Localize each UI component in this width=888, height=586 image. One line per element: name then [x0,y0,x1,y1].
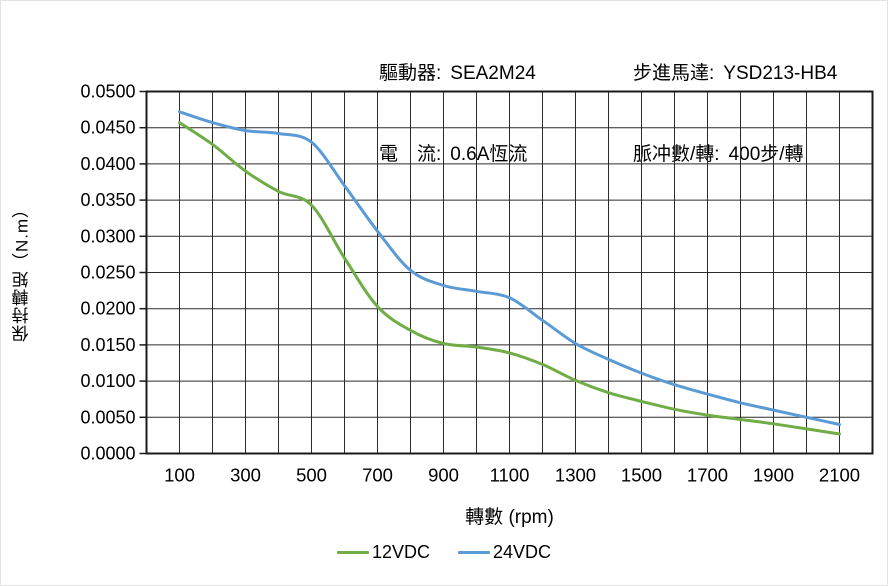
series-line-12vdc [178,121,841,436]
driver-label: 驅動器: [379,63,442,84]
x-tick-label: 1900 [753,465,794,486]
legend-item-24vdc: 24VDC [458,542,551,563]
x-tick-label: 1500 [621,465,662,486]
y-tick-label: 0.0300 [80,226,135,246]
motor-label: 步進馬達: [633,63,715,84]
legend-label-24vdc: 24VDC [493,542,552,562]
pulses-value: 400步/轉 [728,144,804,165]
legend-item-12vdc: 12VDC [336,542,430,563]
chart-legend: 12VDC 24VDC [1,542,887,563]
legend-label-12vdc: 12VDC [371,542,430,562]
header-right-column: 步進馬達: YSD213-HB4 脈冲數/轉: 400步/轉 [633,6,837,222]
y-tick-label: 0.0400 [80,154,135,174]
y-tick-label: 0.0350 [80,190,135,210]
x-tick-label: 1300 [555,465,596,486]
motor-row: 步進馬達: YSD213-HB4 [633,60,837,87]
legend-swatch-12vdc [336,551,369,554]
current-value: 0.6A恆流 [450,144,528,165]
y-tick-label: 0.0100 [80,371,135,391]
y-tick-label: 0.0450 [80,118,135,138]
x-tick-label: 700 [362,465,393,486]
x-tick-label: 500 [296,465,327,486]
legend-swatch-24vdc [458,551,490,554]
x-tick-label: 2100 [819,465,860,486]
y-tick-label: 0.0150 [80,335,135,355]
driver-row: 驅動器: SEA2M24 [379,60,536,87]
y-axis-title: 保持轉矩（N.m） [12,199,32,343]
current-row: 電 流: 0.6A恆流 [379,141,536,168]
series-line-24vdc [178,110,841,426]
x-axis-title: 轉數 (rpm) [465,507,554,528]
y-tick-label: 0.0050 [80,407,135,427]
header-left-column: 驅動器: SEA2M24 電 流: 0.6A恆流 [379,6,536,222]
y-tick-label: 0.0200 [80,299,135,319]
pulses-label: 脈冲數/轉: [633,144,720,165]
x-tick-label: 100 [164,465,195,486]
motor-value: YSD213-HB4 [723,63,838,84]
pulses-row: 脈冲數/轉: 400步/轉 [633,141,837,168]
y-tick-label: 0.0000 [80,444,135,464]
y-tick-label: 0.0500 [80,82,135,102]
x-tick-label: 900 [428,465,459,486]
current-label: 電 流: [379,144,442,165]
x-tick-label: 1700 [687,465,728,486]
driver-value: SEA2M24 [450,63,536,84]
x-tick-label: 300 [230,465,261,486]
y-tick-label: 0.0250 [80,263,135,283]
x-tick-label: 1100 [490,465,530,486]
